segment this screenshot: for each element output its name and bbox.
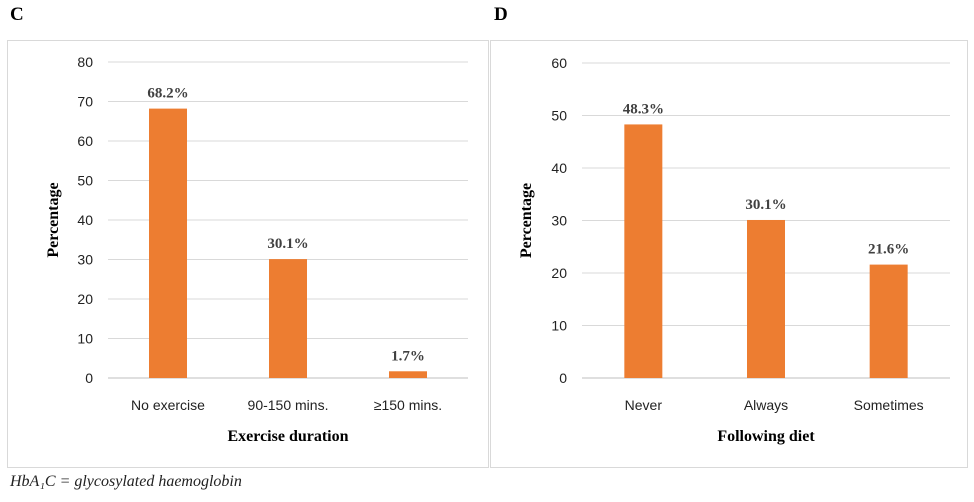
bar <box>389 371 427 378</box>
y-tick-label: 0 <box>559 370 567 386</box>
bar <box>747 219 785 378</box>
category-label: ≥150 mins. <box>374 397 442 413</box>
category-label: Sometimes <box>854 397 924 413</box>
x-axis-title: Following diet <box>717 428 815 445</box>
y-tick-label: 10 <box>77 331 93 347</box>
data-label: 30.1% <box>267 236 308 252</box>
panel-letter-d: D <box>494 4 508 25</box>
category-label: Never <box>625 397 663 413</box>
data-label: 30.1% <box>745 197 786 213</box>
y-tick-label: 20 <box>77 291 93 307</box>
y-tick-label: 10 <box>551 318 567 334</box>
data-label: 1.7% <box>391 348 425 364</box>
bar <box>269 259 307 378</box>
y-tick-label: 40 <box>77 212 93 228</box>
chart-frame-c <box>7 40 489 468</box>
footnote: HbA₁C = glycosylated haemoglobin <box>10 473 242 490</box>
y-tick-label: 80 <box>77 54 93 70</box>
y-tick-label: 60 <box>77 133 93 149</box>
y-tick-label: 30 <box>77 252 93 268</box>
y-axis-title: Percentage <box>518 183 535 258</box>
panel-letter-c: C <box>10 4 24 25</box>
bar <box>869 264 908 378</box>
y-axis-title: Percentage <box>45 182 62 257</box>
y-tick-label: 50 <box>551 108 567 124</box>
y-tick-label: 70 <box>77 94 93 110</box>
x-axis-title: Exercise duration <box>227 428 348 445</box>
y-tick-label: 60 <box>551 55 567 71</box>
chart-frame-d <box>490 40 968 468</box>
category-label: Always <box>744 397 788 413</box>
y-tick-label: 20 <box>551 265 567 281</box>
bar <box>624 124 663 378</box>
y-tick-label: 30 <box>551 213 567 229</box>
y-tick-label: 40 <box>551 160 567 176</box>
y-tick-label: 50 <box>77 173 93 189</box>
data-label: 68.2% <box>147 86 188 102</box>
y-tick-label: 0 <box>85 370 93 386</box>
category-label: 90-150 mins. <box>248 397 329 413</box>
data-label: 48.3% <box>623 101 664 117</box>
bar <box>149 108 187 379</box>
category-label: No exercise <box>131 397 205 413</box>
data-label: 21.6% <box>868 242 909 258</box>
